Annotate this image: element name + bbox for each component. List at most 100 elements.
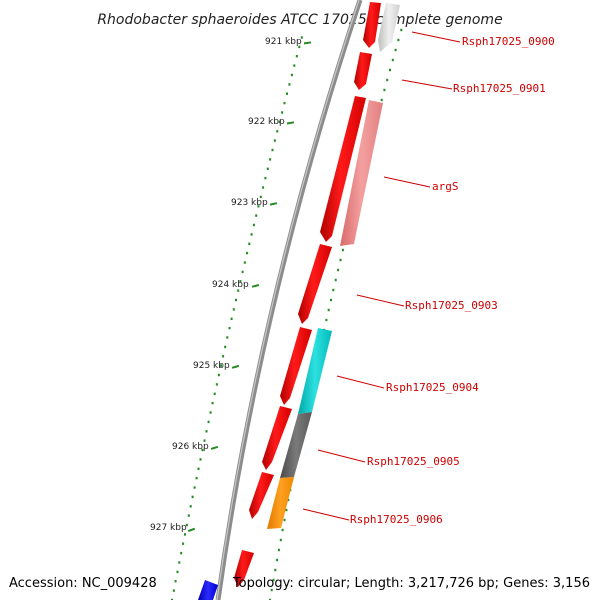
gene-label[interactable]: Rsph17025_0906: [350, 513, 443, 526]
forward-strand-genes: [234, 2, 381, 587]
tick-dot: [193, 486, 196, 489]
tick-dot: [230, 317, 233, 320]
tick-dot: [185, 523, 188, 527]
tick-dot: [327, 308, 330, 312]
tick-dot: [232, 308, 235, 311]
tick-dot: [277, 548, 280, 552]
feature-0900[interactable]: [378, 3, 400, 52]
tick-dot: [266, 167, 269, 170]
scale-ticks: 921 kbp 922 kbp 923 kbp 924 kbp 925 kbp …: [150, 37, 312, 533]
tick-dot: [228, 326, 231, 330]
leader-argS: [383, 176, 431, 188]
feature-0905[interactable]: [280, 412, 312, 478]
tick-dot: [195, 476, 198, 480]
scale-tick-mark: [269, 202, 278, 206]
tick-dot: [276, 558, 279, 562]
tick-dot: [281, 111, 284, 114]
tick-dot: [252, 223, 255, 227]
gene-label[interactable]: argS: [432, 180, 459, 193]
leader-0905: [317, 449, 366, 463]
gene-cds-0900[interactable]: [363, 2, 381, 48]
tick-dot: [271, 148, 274, 152]
gene-cds-0904[interactable]: [280, 327, 312, 405]
tick-dot: [278, 120, 281, 124]
genome-backbone-highlight: [216, 0, 360, 600]
scale-tick-label: 925 kbp: [193, 361, 230, 371]
tick-dot: [341, 248, 344, 252]
tick-dot: [287, 498, 290, 502]
scale-tick-label: 923 kbp: [231, 198, 268, 208]
gene-labels: Rsph17025_0900 Rsph17025_0901 argS Rsph1…: [350, 35, 555, 526]
tick-dot: [334, 278, 337, 282]
tick-dot: [255, 214, 258, 217]
tick-dot: [290, 73, 293, 77]
tick-ring: [171, 36, 303, 600]
feature-argS[interactable]: [340, 100, 383, 246]
tick-dot: [172, 589, 175, 592]
tick-dot: [391, 58, 394, 62]
tick-dot: [180, 551, 183, 555]
tick-dot: [201, 448, 204, 452]
gene-label[interactable]: Rsph17025_0900: [462, 35, 555, 48]
tick-dot: [330, 298, 332, 302]
tick-dot: [224, 345, 227, 349]
tick-dot: [189, 505, 192, 508]
tick-dot: [286, 92, 288, 95]
gene-label[interactable]: Rsph17025_0904: [386, 381, 479, 394]
tick-dot: [325, 318, 328, 322]
feature-blue[interactable]: [198, 580, 218, 600]
tick-dot: [220, 364, 222, 367]
tick-dot: [272, 578, 275, 582]
feature-0906[interactable]: [267, 477, 294, 529]
scale-tick-label: 922 kbp: [248, 117, 285, 127]
tick-dot: [171, 598, 173, 600]
map-title: Rhodobacter sphaeroides ATCC 17025, comp…: [97, 12, 502, 28]
tick-dot: [174, 580, 177, 583]
tick-dot: [300, 36, 303, 39]
label-leaders: [302, 31, 461, 521]
leader-0900: [411, 31, 461, 43]
leader-0901: [401, 79, 453, 90]
gene-cds-0906[interactable]: [249, 472, 274, 519]
tick-dot: [339, 258, 342, 262]
tick-dot: [288, 83, 291, 86]
gene-label[interactable]: Rsph17025_0901: [453, 82, 546, 95]
gene-argS[interactable]: [320, 96, 366, 242]
gene-cds-0903[interactable]: [298, 244, 332, 324]
tick-dot: [400, 28, 403, 32]
tick-dot: [217, 373, 220, 377]
tick-dot: [394, 48, 397, 52]
tick-dot: [235, 298, 237, 302]
tick-dot: [248, 242, 251, 245]
tick-dot: [226, 336, 229, 339]
tick-dot: [237, 289, 240, 292]
gene-label[interactable]: Rsph17025_0903: [405, 299, 498, 312]
genome-backbone: [215, 0, 363, 600]
gene-cds-0901[interactable]: [354, 52, 372, 90]
gene-label[interactable]: Rsph17025_0905: [367, 455, 460, 468]
leader-0903: [356, 294, 405, 307]
tick-dot: [386, 78, 389, 82]
tick-dot: [283, 518, 286, 522]
leader-0904: [336, 375, 385, 389]
tick-dot: [222, 355, 225, 358]
scale-tick-label: 926 kbp: [172, 442, 209, 452]
tick-dot: [269, 158, 272, 161]
tick-dot: [298, 45, 301, 49]
feature-band: [198, 3, 400, 600]
tick-dot: [250, 233, 253, 236]
topology-text: Topology: circular; Length: 3,217,726 bp…: [232, 576, 590, 591]
feature-0904[interactable]: [298, 328, 332, 414]
tick-dot: [257, 205, 260, 208]
tick-dot: [187, 514, 190, 517]
gene-cds-0905[interactable]: [262, 406, 292, 470]
tick-dot: [182, 542, 185, 545]
tick-dot: [241, 270, 244, 274]
gene-cds-next[interactable]: [234, 550, 254, 587]
tick-dot: [239, 280, 242, 283]
tick-dot: [380, 98, 383, 102]
scale-tick-mark: [251, 284, 260, 288]
tick-dot: [281, 528, 284, 532]
tick-dot: [215, 383, 218, 386]
